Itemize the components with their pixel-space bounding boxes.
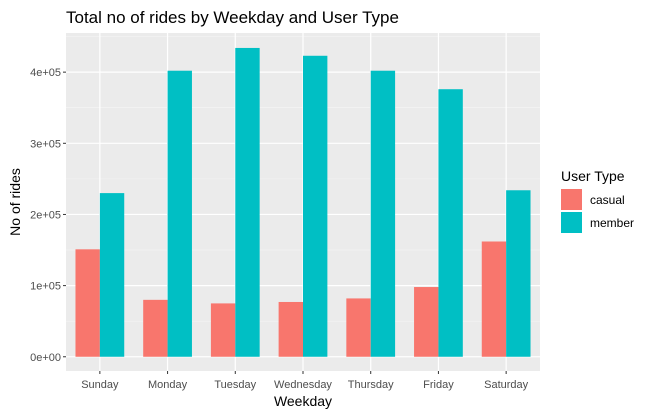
legend-label-casual: casual — [590, 193, 625, 207]
x-tick-label: Sunday — [81, 379, 119, 391]
y-tick-label: 3e+05 — [30, 138, 61, 150]
bar-member — [438, 89, 463, 357]
chart-title: Total no of rides by Weekday and User Ty… — [66, 8, 399, 27]
bar-casual — [210, 303, 236, 357]
bar-casual — [75, 249, 100, 357]
bar-casual — [481, 241, 507, 357]
y-axis-ticks: 0e+00 1e+05 2e+05 3e+05 4e+05 — [30, 67, 66, 364]
bar-casual — [346, 298, 371, 357]
bar-member — [235, 47, 260, 357]
bar-casual — [414, 287, 439, 357]
x-tick-label: Monday — [148, 379, 188, 391]
x-tick-label: Wednesday — [274, 379, 332, 391]
bar-casual — [278, 301, 303, 357]
y-tick-label: 2e+05 — [30, 209, 61, 221]
legend-key-member — [561, 212, 582, 233]
x-tick-label: Thursday — [348, 379, 394, 391]
bar-member — [167, 70, 192, 357]
x-axis-title: Weekday — [274, 393, 332, 409]
x-tick-label: Friday — [423, 379, 454, 391]
bar-member — [303, 55, 328, 357]
y-tick-label: 0e+00 — [30, 352, 61, 364]
bar-casual — [143, 299, 168, 357]
x-tick-label: Saturday — [484, 379, 529, 391]
legend-label-member: member — [590, 216, 634, 230]
y-axis-title: No of rides — [7, 168, 23, 236]
bars — [75, 47, 531, 357]
y-tick-label: 1e+05 — [30, 281, 61, 293]
x-tick-label: Tuesday — [214, 379, 256, 391]
legend-key-casual — [561, 189, 582, 210]
y-tick-label: 4e+05 — [30, 67, 61, 79]
legend-title: User Type — [561, 168, 625, 184]
bar-member — [506, 190, 531, 357]
bar-member — [99, 193, 125, 357]
bar-member — [370, 70, 396, 357]
x-axis-ticks: Sunday Monday Tuesday Wednesday Thursday Frid… — [81, 371, 529, 391]
legend: User Type casual member — [561, 168, 634, 233]
